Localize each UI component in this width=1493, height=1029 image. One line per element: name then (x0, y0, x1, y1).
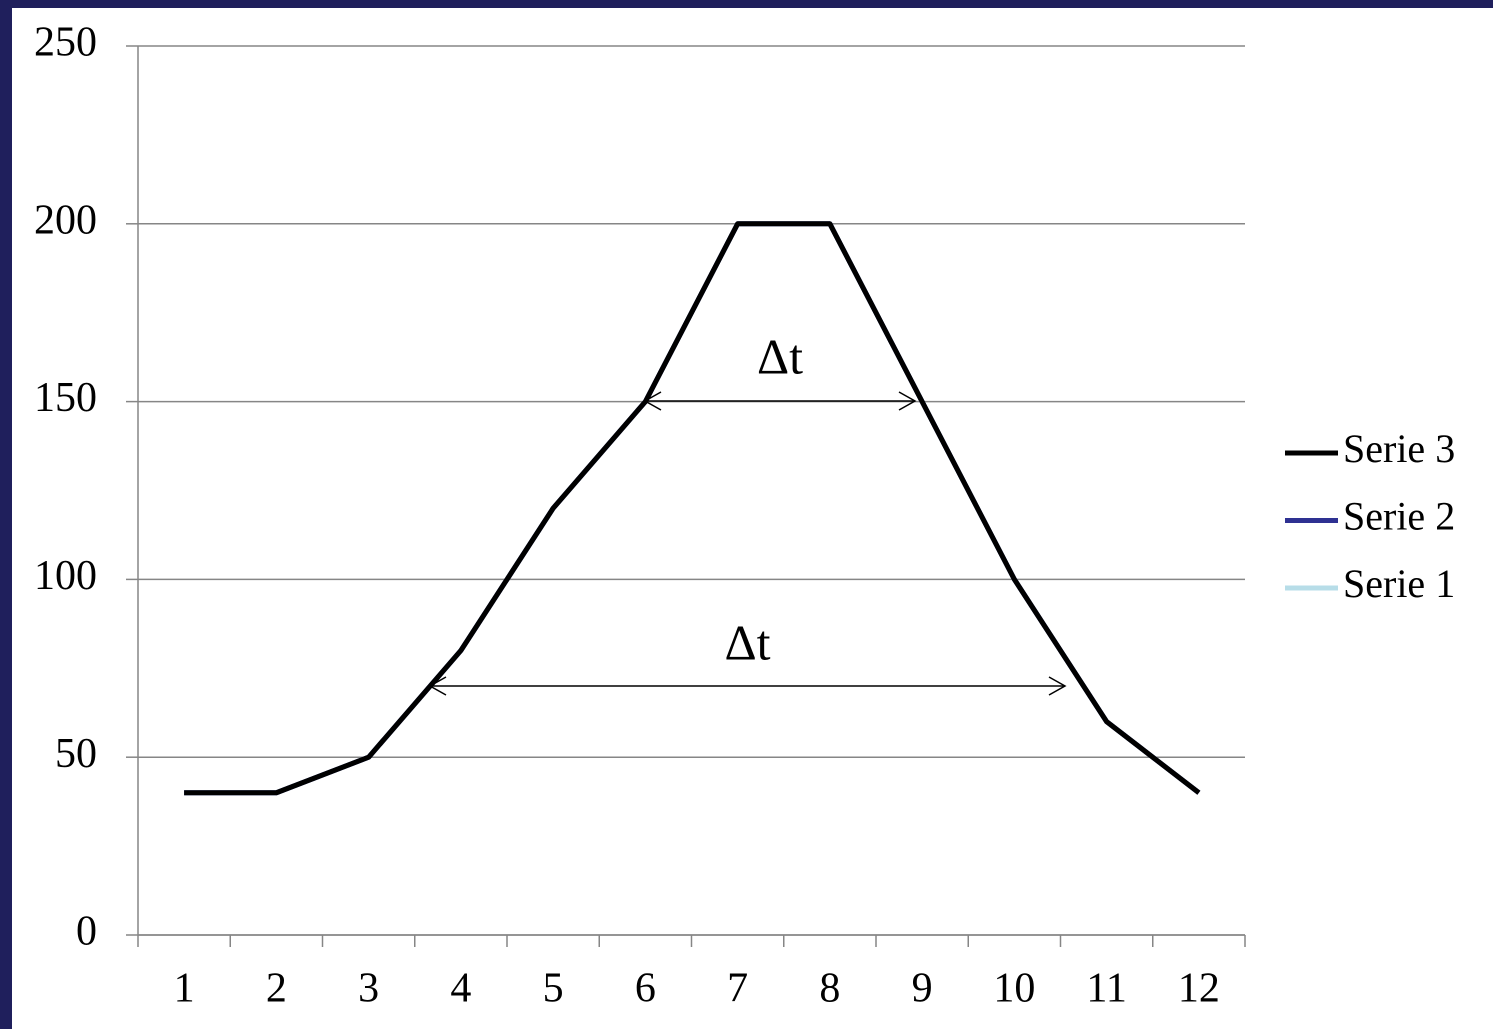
y-tick-label: 100 (34, 553, 97, 599)
y-tick-label: 50 (55, 731, 97, 777)
arrow-head (898, 391, 917, 411)
x-tick-label: 3 (358, 966, 379, 1012)
y-tick-label: 250 (34, 20, 97, 66)
x-tick-label: 9 (912, 966, 933, 1012)
annotation: Δt (724, 614, 770, 670)
x-tick-label: 1 (174, 966, 195, 1012)
x-tick-label: 6 (635, 966, 656, 1012)
arrow-head (428, 676, 447, 696)
y-tick-label: 0 (76, 909, 97, 955)
y-tick-label: 200 (34, 197, 97, 243)
legend-label: Serie 2 (1343, 494, 1455, 539)
x-tick-label: 11 (1086, 966, 1126, 1012)
x-tick-label: 7 (727, 966, 748, 1012)
x-tick-label: 2 (266, 966, 287, 1012)
x-tick-label: 4 (450, 966, 471, 1012)
y-tick-label: 150 (34, 375, 97, 421)
x-tick-label: 12 (1178, 966, 1220, 1012)
x-tick-label: 5 (543, 966, 564, 1012)
arrow-head (643, 391, 662, 411)
legend-label: Serie 3 (1343, 426, 1455, 471)
x-tick-label: 10 (993, 966, 1035, 1012)
series-line (184, 221, 1201, 796)
annotation: Δt (757, 328, 803, 384)
legend-label: Serie 1 (1343, 561, 1455, 606)
plot-background (12, 8, 1493, 1029)
arrow-head (1048, 676, 1067, 696)
x-tick-label: 8 (819, 966, 840, 1012)
